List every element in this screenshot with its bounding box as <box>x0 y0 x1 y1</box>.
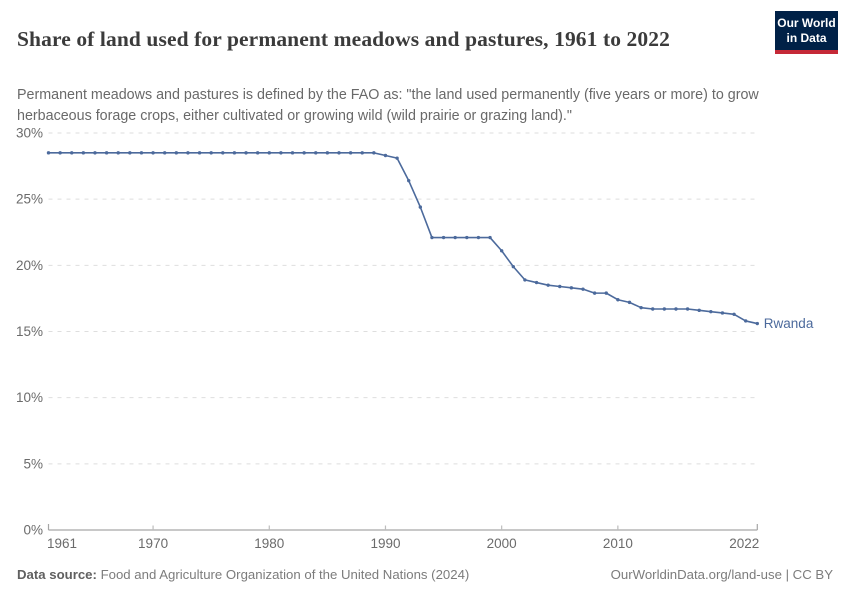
series-end-label: Rwanda <box>764 316 814 331</box>
data-point <box>720 311 725 315</box>
data-point <box>523 278 527 282</box>
series-line <box>47 152 759 325</box>
data-point <box>267 151 271 155</box>
x-axis-tick-label: 1970 <box>138 536 168 551</box>
y-axis-tick-label: 25% <box>16 192 43 207</box>
data-source-text: Food and Agriculture Organization of the… <box>100 567 470 582</box>
data-point <box>372 151 376 155</box>
data-point <box>674 307 678 311</box>
data-point <box>151 151 155 155</box>
data-point <box>302 151 306 155</box>
data-point <box>186 151 190 155</box>
data-point <box>685 307 690 311</box>
data-point <box>430 235 434 240</box>
page-title: Share of land used for permanent meadows… <box>17 27 670 52</box>
x-axis-tick-label: 1961 <box>47 536 77 551</box>
data-point <box>511 264 515 269</box>
data-point <box>627 300 632 305</box>
data-point <box>174 151 179 155</box>
data-point <box>476 235 481 240</box>
data-point <box>558 284 562 289</box>
data-point <box>116 151 120 155</box>
data-point <box>499 249 504 253</box>
owid-logo-line1: Our World <box>777 16 836 30</box>
data-point <box>244 151 248 155</box>
data-point <box>616 298 620 302</box>
data-source: Data source: Food and Agriculture Organi… <box>17 567 469 582</box>
x-axis-tick-label: 1980 <box>254 536 284 551</box>
data-point <box>209 151 213 155</box>
data-point <box>290 151 295 155</box>
data-point <box>46 151 51 155</box>
data-point <box>407 178 411 183</box>
data-point <box>488 235 492 240</box>
data-point <box>58 151 62 155</box>
data-point <box>348 151 353 155</box>
data-point <box>592 291 597 295</box>
x-axis-tick-label: 2010 <box>603 536 633 551</box>
x-axis-tick-label: 1990 <box>370 536 400 551</box>
data-point <box>732 312 736 316</box>
chart-footer: Data source: Food and Agriculture Organi… <box>17 567 833 582</box>
data-point <box>128 151 132 155</box>
y-axis-tick-label: 0% <box>23 523 43 538</box>
data-point <box>162 151 167 155</box>
data-point <box>743 319 748 323</box>
data-point <box>221 151 225 155</box>
chart-subtitle: Permanent meadows and pastures is define… <box>17 87 759 124</box>
data-point <box>569 286 574 290</box>
data-point <box>104 151 109 155</box>
data-point <box>232 151 237 155</box>
data-point <box>441 235 446 240</box>
data-point <box>197 151 202 155</box>
data-point <box>453 235 457 240</box>
data-point <box>639 305 643 310</box>
data-point <box>651 307 655 311</box>
data-point <box>534 280 539 285</box>
data-point <box>395 156 399 160</box>
data-point <box>70 151 74 155</box>
data-point <box>93 151 97 155</box>
data-point <box>581 287 585 291</box>
data-point <box>697 308 701 313</box>
data-point <box>81 151 86 155</box>
footer-link[interactable]: OurWorldinData.org/land-use | CC BY <box>610 567 833 582</box>
y-axis-tick-label: 20% <box>16 258 43 273</box>
y-axis-tick-label: 10% <box>16 390 43 405</box>
data-point <box>325 151 330 155</box>
owid-logo: Our World in Data <box>775 11 838 54</box>
data-point <box>360 151 364 155</box>
y-axis-tick-label: 5% <box>23 456 43 471</box>
data-point <box>604 291 608 295</box>
chart-canvas: 0% 5% 10% 15% 20% 25% 30% 1961 1970 1980 1990 2000 2… <box>16 126 814 552</box>
data-point <box>709 309 713 314</box>
x-axis-tick-label: 2022 <box>729 536 759 551</box>
data-point <box>755 321 759 326</box>
data-source-label: Data source: <box>17 567 97 582</box>
y-axis-tick-label: 15% <box>16 324 43 339</box>
data-point <box>314 151 318 155</box>
owid-logo-line2: in Data <box>786 31 827 45</box>
data-point <box>546 283 550 287</box>
data-point <box>337 151 341 155</box>
data-point <box>465 235 469 240</box>
data-point <box>662 307 667 311</box>
data-point <box>255 151 260 155</box>
data-point <box>383 153 388 158</box>
y-axis-tick-label: 30% <box>16 126 43 141</box>
data-point <box>418 205 423 209</box>
line-chart: 0% 5% 10% 15% 20% 25% 30% 1961 1970 1980 1990 2000 2… <box>0 118 850 563</box>
data-point <box>279 151 283 155</box>
x-axis-tick-label: 2000 <box>487 536 517 551</box>
data-point <box>139 151 144 155</box>
